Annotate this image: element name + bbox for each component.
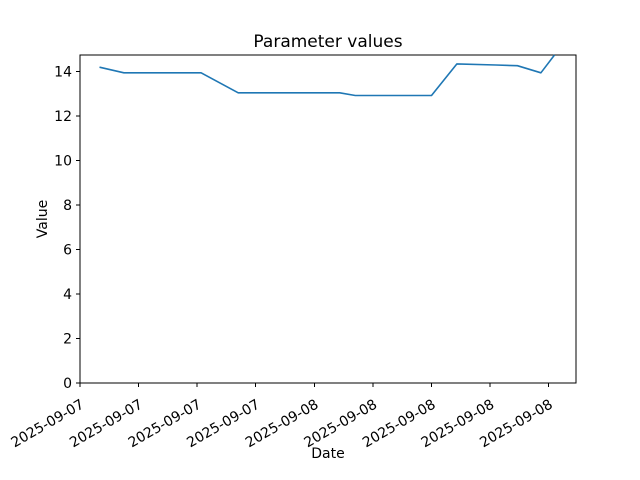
axes-spines [79,54,577,384]
y-tick-label: 14 [54,65,72,81]
y-axis-label: Value [35,200,51,238]
y-tick-label: 10 [54,154,72,170]
y-tick-label: 4 [63,287,72,303]
axes: 024681012142025-09-072025-09-072025-09-0… [9,54,577,451]
chart-title: Parameter values [253,32,402,52]
y-tick-label: 2 [63,332,72,348]
y-tick-label: 0 [63,376,72,392]
y-tick-label: 12 [54,109,72,125]
y-tick-label: 6 [63,243,72,259]
x-axis-label: Date [311,446,344,462]
plot-series [99,54,556,97]
y-tick-label: 8 [63,198,72,214]
data-line-parameter-values [99,54,556,97]
